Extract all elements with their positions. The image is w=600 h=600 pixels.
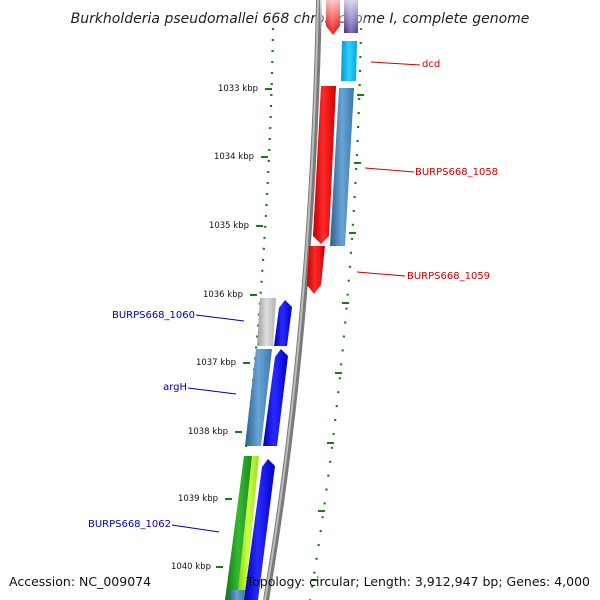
ruler-tick: 1038 kbp xyxy=(188,427,242,437)
tick-label: 1039 kbp xyxy=(178,494,218,504)
ruler-tick: 1034 kbp xyxy=(214,152,268,162)
gene-feature-burps668-1062[interactable] xyxy=(225,456,252,600)
accession-text: Accession: NC_009074 xyxy=(9,574,151,589)
ruler-tick: 1039 kbp xyxy=(178,494,232,504)
gene-feature-burps668-1059[interactable] xyxy=(307,246,325,294)
gene-feature-cyan[interactable] xyxy=(341,41,357,81)
forward-gene-labels: BURPS668_1060 argH BURPS668_1062 xyxy=(88,310,245,533)
label-leader-burps668-1062 xyxy=(171,524,220,533)
forward-strand-features xyxy=(225,298,292,600)
chromosome-backbone-highlight xyxy=(264,0,319,600)
label-leader-burps668-1060 xyxy=(195,314,245,322)
gene-label-argh[interactable]: argH xyxy=(163,382,187,393)
tick-label: 1034 kbp xyxy=(214,152,254,162)
gene-feature-lime[interactable] xyxy=(237,456,259,600)
ruler-tick: 1036 kbp xyxy=(203,290,257,300)
tick-label: 1037 kbp xyxy=(196,358,236,368)
top-fade xyxy=(320,0,365,34)
gene-feature-argh[interactable] xyxy=(245,349,272,446)
gene-feature-blue-1[interactable] xyxy=(274,300,292,346)
ruler-tick: 1037 kbp xyxy=(196,358,250,368)
gene-feature-burps668-1060[interactable] xyxy=(257,298,276,346)
gene-label-burps668-1059[interactable]: BURPS668_1059 xyxy=(407,271,490,282)
gene-label-burps668-1058[interactable]: BURPS668_1058 xyxy=(415,167,498,178)
tick-label: 1040 kbp xyxy=(171,562,211,572)
gene-feature-steel-1058[interactable] xyxy=(330,88,354,246)
gene-label-burps668-1060[interactable]: BURPS668_1060 xyxy=(112,310,195,321)
label-leader-dcd xyxy=(370,61,421,66)
gene-feature-steel-bottom[interactable] xyxy=(229,590,245,600)
ruler: 1033 kbp 1034 kbp 1035 kbp 1036 kbp 1037… xyxy=(171,84,364,581)
ruler-tick: 1033 kbp xyxy=(218,84,272,94)
gene-label-burps668-1062[interactable]: BURPS668_1062 xyxy=(88,519,171,530)
tick-label: 1038 kbp xyxy=(188,427,228,437)
gene-label-dcd[interactable]: dcd xyxy=(422,59,440,70)
tick-label: 1033 kbp xyxy=(218,84,258,94)
label-leader-argh xyxy=(187,387,237,395)
label-leader-burps668-1059 xyxy=(356,271,406,277)
reverse-gene-labels: dcd BURPS668_1058 BURPS668_1059 xyxy=(356,59,498,282)
tick-label: 1035 kbp xyxy=(209,221,249,231)
tick-label: 1036 kbp xyxy=(203,290,243,300)
ruler-tick: 1035 kbp xyxy=(209,221,263,231)
gene-feature-blue-3[interactable] xyxy=(244,459,275,600)
gene-feature-burps668-1058[interactable] xyxy=(313,86,336,244)
reverse-strand-features xyxy=(307,0,365,294)
ruler-tick: 1040 kbp xyxy=(171,562,223,572)
topology-summary-text: Topology: circular; Length: 3,912,947 bp… xyxy=(246,574,590,589)
map-title: Burkholderia pseudomallei 668 chromosome… xyxy=(71,11,530,27)
label-leader-burps668-1058 xyxy=(364,167,415,173)
gene-feature-blue-2[interactable] xyxy=(263,349,288,446)
